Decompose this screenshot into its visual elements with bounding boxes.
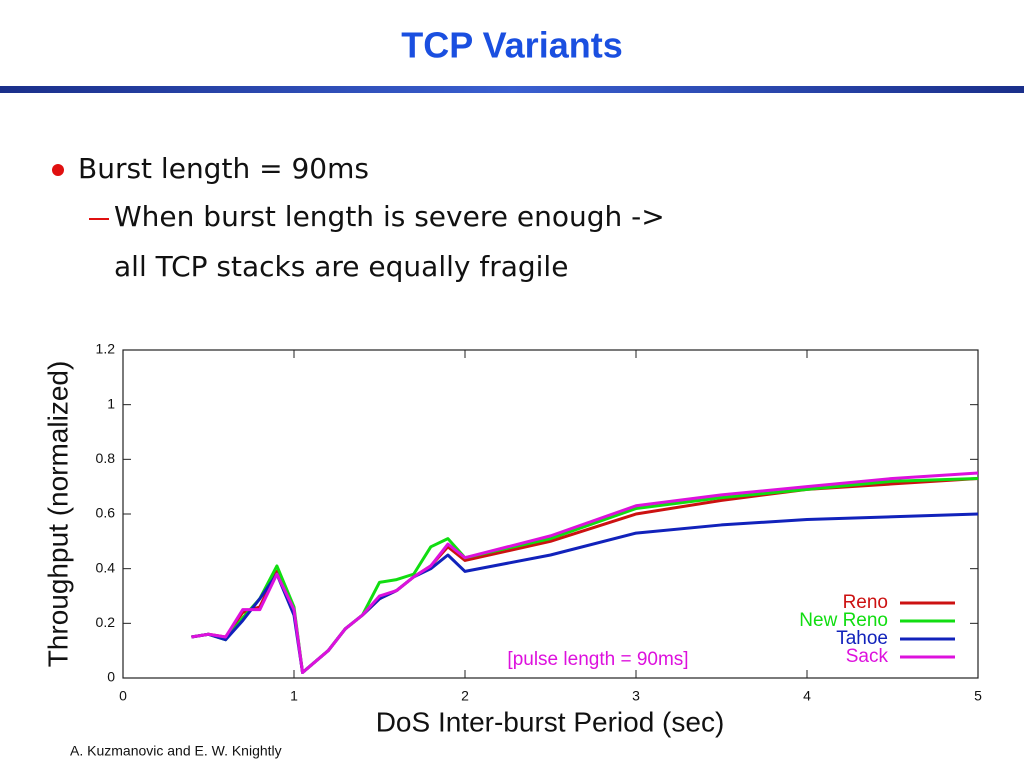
x-tick-label: 2	[461, 688, 469, 704]
y-tick-label: 0.2	[96, 614, 116, 630]
x-tick-label: 3	[632, 688, 640, 704]
y-tick-label: 1.2	[96, 341, 116, 357]
series-line	[191, 471, 979, 675]
bullet-dot	[52, 164, 64, 176]
x-axis-label: DoS Inter-burst Period (sec)	[376, 706, 725, 737]
y-tick-label: 0.4	[96, 559, 116, 575]
legend-label: Reno	[843, 592, 888, 613]
sub-bullet-text: When burst length is severe enough ->	[114, 200, 665, 233]
annotation: [pulse length = 90ms]	[507, 649, 688, 670]
series-line	[191, 512, 979, 675]
sub-bullet-text: all TCP stacks are equally fragile	[114, 250, 568, 283]
y-tick-label: 0	[107, 669, 115, 685]
legend-label: Tahoe	[836, 628, 888, 649]
x-tick-label: 4	[803, 688, 811, 704]
x-tick-label: 5	[974, 688, 982, 704]
y-axis-label: Throughput (normalized)	[42, 361, 73, 668]
x-tick-label: 1	[290, 688, 298, 704]
y-tick-label: 1	[107, 395, 115, 411]
footer: A. Kuzmanovic and E. W. Knightly	[70, 743, 282, 759]
x-tick-label: 0	[119, 688, 127, 704]
y-tick-label: 0.6	[96, 505, 116, 521]
legend-label: Sack	[846, 646, 889, 667]
bullet-text: Burst length = 90ms	[78, 152, 369, 185]
title-rule	[0, 86, 1024, 93]
legend-label: New Reno	[799, 610, 888, 631]
slide-title: TCP Variants	[401, 25, 622, 66]
y-tick-label: 0.8	[96, 450, 116, 466]
